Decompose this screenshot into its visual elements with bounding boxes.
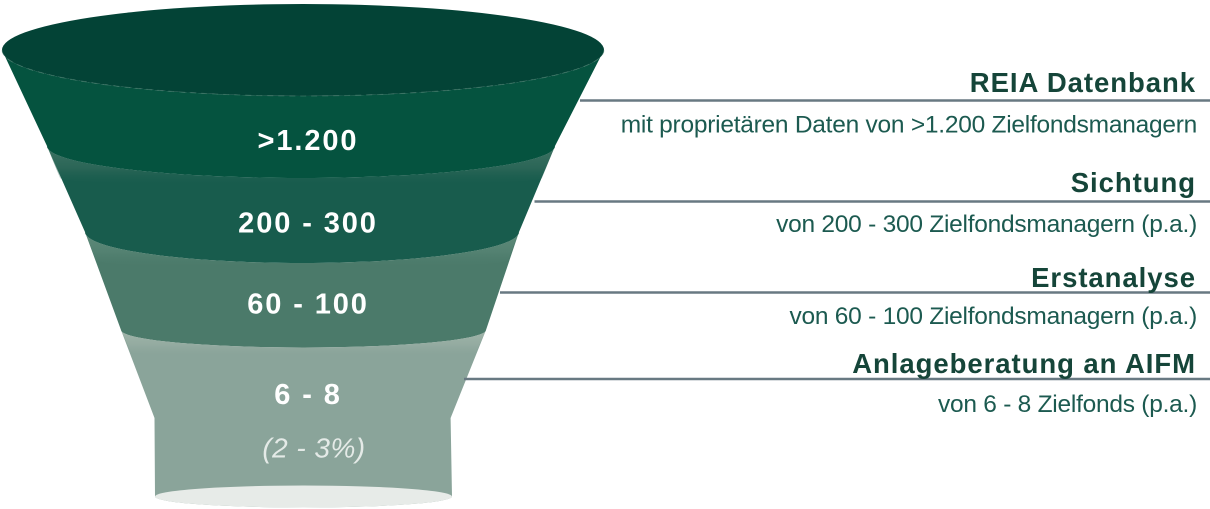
svg-text:>1.200: >1.200 bbox=[258, 125, 359, 157]
svg-text:mit proprietären Daten von >1.: mit proprietären Daten von >1.200 Zielfo… bbox=[621, 112, 1197, 139]
svg-text:6 - 8: 6 - 8 bbox=[274, 379, 342, 411]
svg-text:Sichtung: Sichtung bbox=[1071, 167, 1196, 198]
svg-text:60 - 100: 60 - 100 bbox=[247, 288, 369, 320]
svg-text:von 6 - 8 Zielfonds (p.a.): von 6 - 8 Zielfonds (p.a.) bbox=[938, 391, 1197, 418]
svg-text:REIA Datenbank: REIA Datenbank bbox=[970, 67, 1196, 98]
svg-text:(2 - 3%): (2 - 3%) bbox=[262, 432, 365, 463]
svg-text:Anlageberatung an AIFM: Anlageberatung an AIFM bbox=[852, 348, 1196, 379]
svg-text:Erstanalyse: Erstanalyse bbox=[1031, 262, 1196, 293]
svg-text:von 60 - 100 Zielfondsmanagern: von 60 - 100 Zielfondsmanagern (p.a.) bbox=[790, 303, 1198, 330]
svg-text:200 - 300: 200 - 300 bbox=[238, 208, 378, 240]
svg-text:von 200 - 300 Zielfondsmanager: von 200 - 300 Zielfondsmanagern (p.a.) bbox=[776, 211, 1197, 238]
